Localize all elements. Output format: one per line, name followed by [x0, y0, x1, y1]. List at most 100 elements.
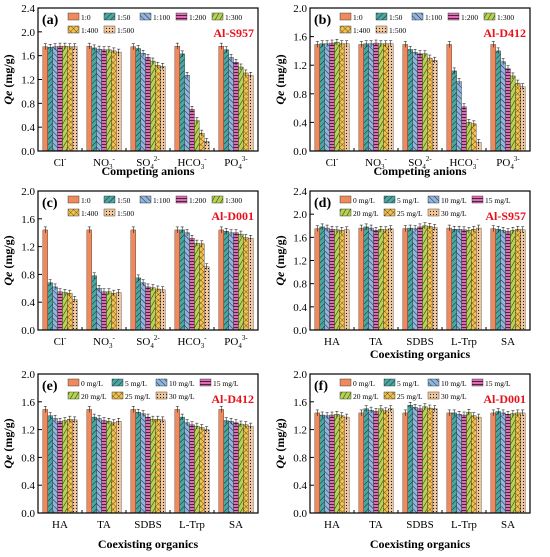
legend-label: 15 mg/L [213, 379, 239, 388]
y-axis-label: Qe (mg/g) [273, 418, 287, 468]
x-tick-label: SA [501, 336, 515, 348]
bar [140, 282, 146, 331]
legend-label: 1:50 [117, 196, 131, 205]
bar [179, 229, 185, 331]
bar [500, 61, 506, 152]
legend-label: 25 mg/L [397, 209, 423, 218]
bar [383, 43, 389, 152]
legend-swatch [103, 208, 116, 217]
legend-swatch [211, 12, 224, 21]
legend-label: 20 mg/L [353, 209, 379, 218]
legend-label: 30 mg/L [169, 392, 195, 401]
bar [67, 46, 73, 152]
y-tick-label: 1.2 [21, 242, 35, 254]
x-tick-label: NO3- [93, 155, 115, 171]
sample-tag: Al-D412 [211, 392, 254, 406]
bar [86, 45, 92, 152]
bar [344, 43, 350, 152]
legend-label: 1:500 [117, 209, 134, 218]
legend-label: 15 mg/L [485, 196, 511, 205]
bar [67, 418, 73, 514]
bar [319, 226, 325, 331]
bar [72, 419, 78, 514]
bar [233, 232, 239, 331]
bar [344, 416, 350, 514]
legend-label: 1:0 [81, 196, 91, 205]
x-tick-label: Cl- [54, 334, 67, 348]
chart-panel: 0.0 0.4 0.8 1.2 1.6 2.0 2.4 HA TA SDBS L-Trp SA Qe (… [273, 186, 531, 361]
bar [432, 227, 438, 331]
bar [495, 229, 501, 331]
y-tick-label: 0.4 [293, 302, 307, 314]
y-axis-label: Qe (mg/g) [1, 54, 15, 104]
bar [412, 52, 418, 152]
y-tick-label: 0.0 [21, 508, 35, 520]
bar [189, 109, 195, 152]
bar [135, 412, 141, 514]
x-tick-label: HA [52, 519, 68, 531]
bar [223, 49, 229, 152]
legend-label: 1:300 [225, 196, 242, 205]
bar [218, 229, 224, 331]
bar [422, 53, 428, 152]
bar [373, 42, 379, 152]
bar [476, 227, 482, 331]
bar [233, 422, 239, 514]
legend-swatch [383, 378, 396, 387]
bar [456, 414, 462, 514]
x-axis-label: Coexisting organics [370, 347, 471, 361]
bar [451, 412, 457, 514]
bar [466, 230, 472, 331]
legend-label: 5 mg/L [397, 379, 419, 388]
bar [324, 43, 330, 152]
bar [243, 72, 249, 152]
bar [228, 232, 234, 331]
bar [446, 412, 452, 514]
bar [422, 406, 428, 514]
bar [199, 427, 205, 514]
bar [417, 226, 423, 331]
x-axis-label: Coexisting organics [370, 537, 471, 551]
bar [510, 230, 516, 331]
legend-label: 30 mg/L [441, 392, 467, 401]
y-axis-label: Qe (mg/g) [1, 418, 15, 468]
bar [140, 53, 146, 152]
y-tick-label: 1.2 [293, 60, 307, 72]
bar [86, 409, 92, 514]
legend-swatch [139, 195, 152, 204]
bar [248, 75, 254, 152]
y-tick-label: 0.0 [293, 508, 307, 520]
bar [505, 68, 511, 152]
bar [155, 288, 161, 331]
bar [490, 228, 496, 331]
bar [520, 86, 526, 152]
legend-swatch [67, 12, 80, 21]
bar [238, 233, 244, 331]
sample-tag: Al-S957 [213, 26, 254, 40]
bar [106, 421, 112, 514]
bars [42, 406, 254, 514]
legend-label: 1:500 [117, 26, 134, 35]
bar [471, 123, 477, 152]
bar [184, 422, 190, 514]
bar [402, 412, 408, 514]
bars [42, 42, 254, 152]
bar [368, 227, 374, 331]
bar [334, 414, 340, 514]
bar [520, 229, 526, 331]
bar [461, 229, 467, 331]
y-tick-label: 1.6 [21, 214, 35, 226]
chart-panel: 0.0 0.4 0.8 1.2 1.6 2.0 HA TA SDBS L-Trp SA Qe (mg/… [1, 369, 259, 551]
legend: 1:0 1:50 1:100 1:200 1:300 1:400 1:500 [339, 12, 514, 35]
y-tick-label: 1.2 [293, 256, 307, 268]
legend-label: 1:200 [461, 13, 478, 22]
bar [520, 412, 526, 514]
y-tick-label: 0.8 [21, 452, 35, 464]
legend-label: 1:300 [497, 13, 514, 22]
bar [96, 288, 102, 331]
legend-label: 25 mg/L [125, 392, 151, 401]
bar [466, 122, 472, 152]
bar [140, 413, 146, 514]
x-tick-label: SO42- [408, 155, 432, 171]
